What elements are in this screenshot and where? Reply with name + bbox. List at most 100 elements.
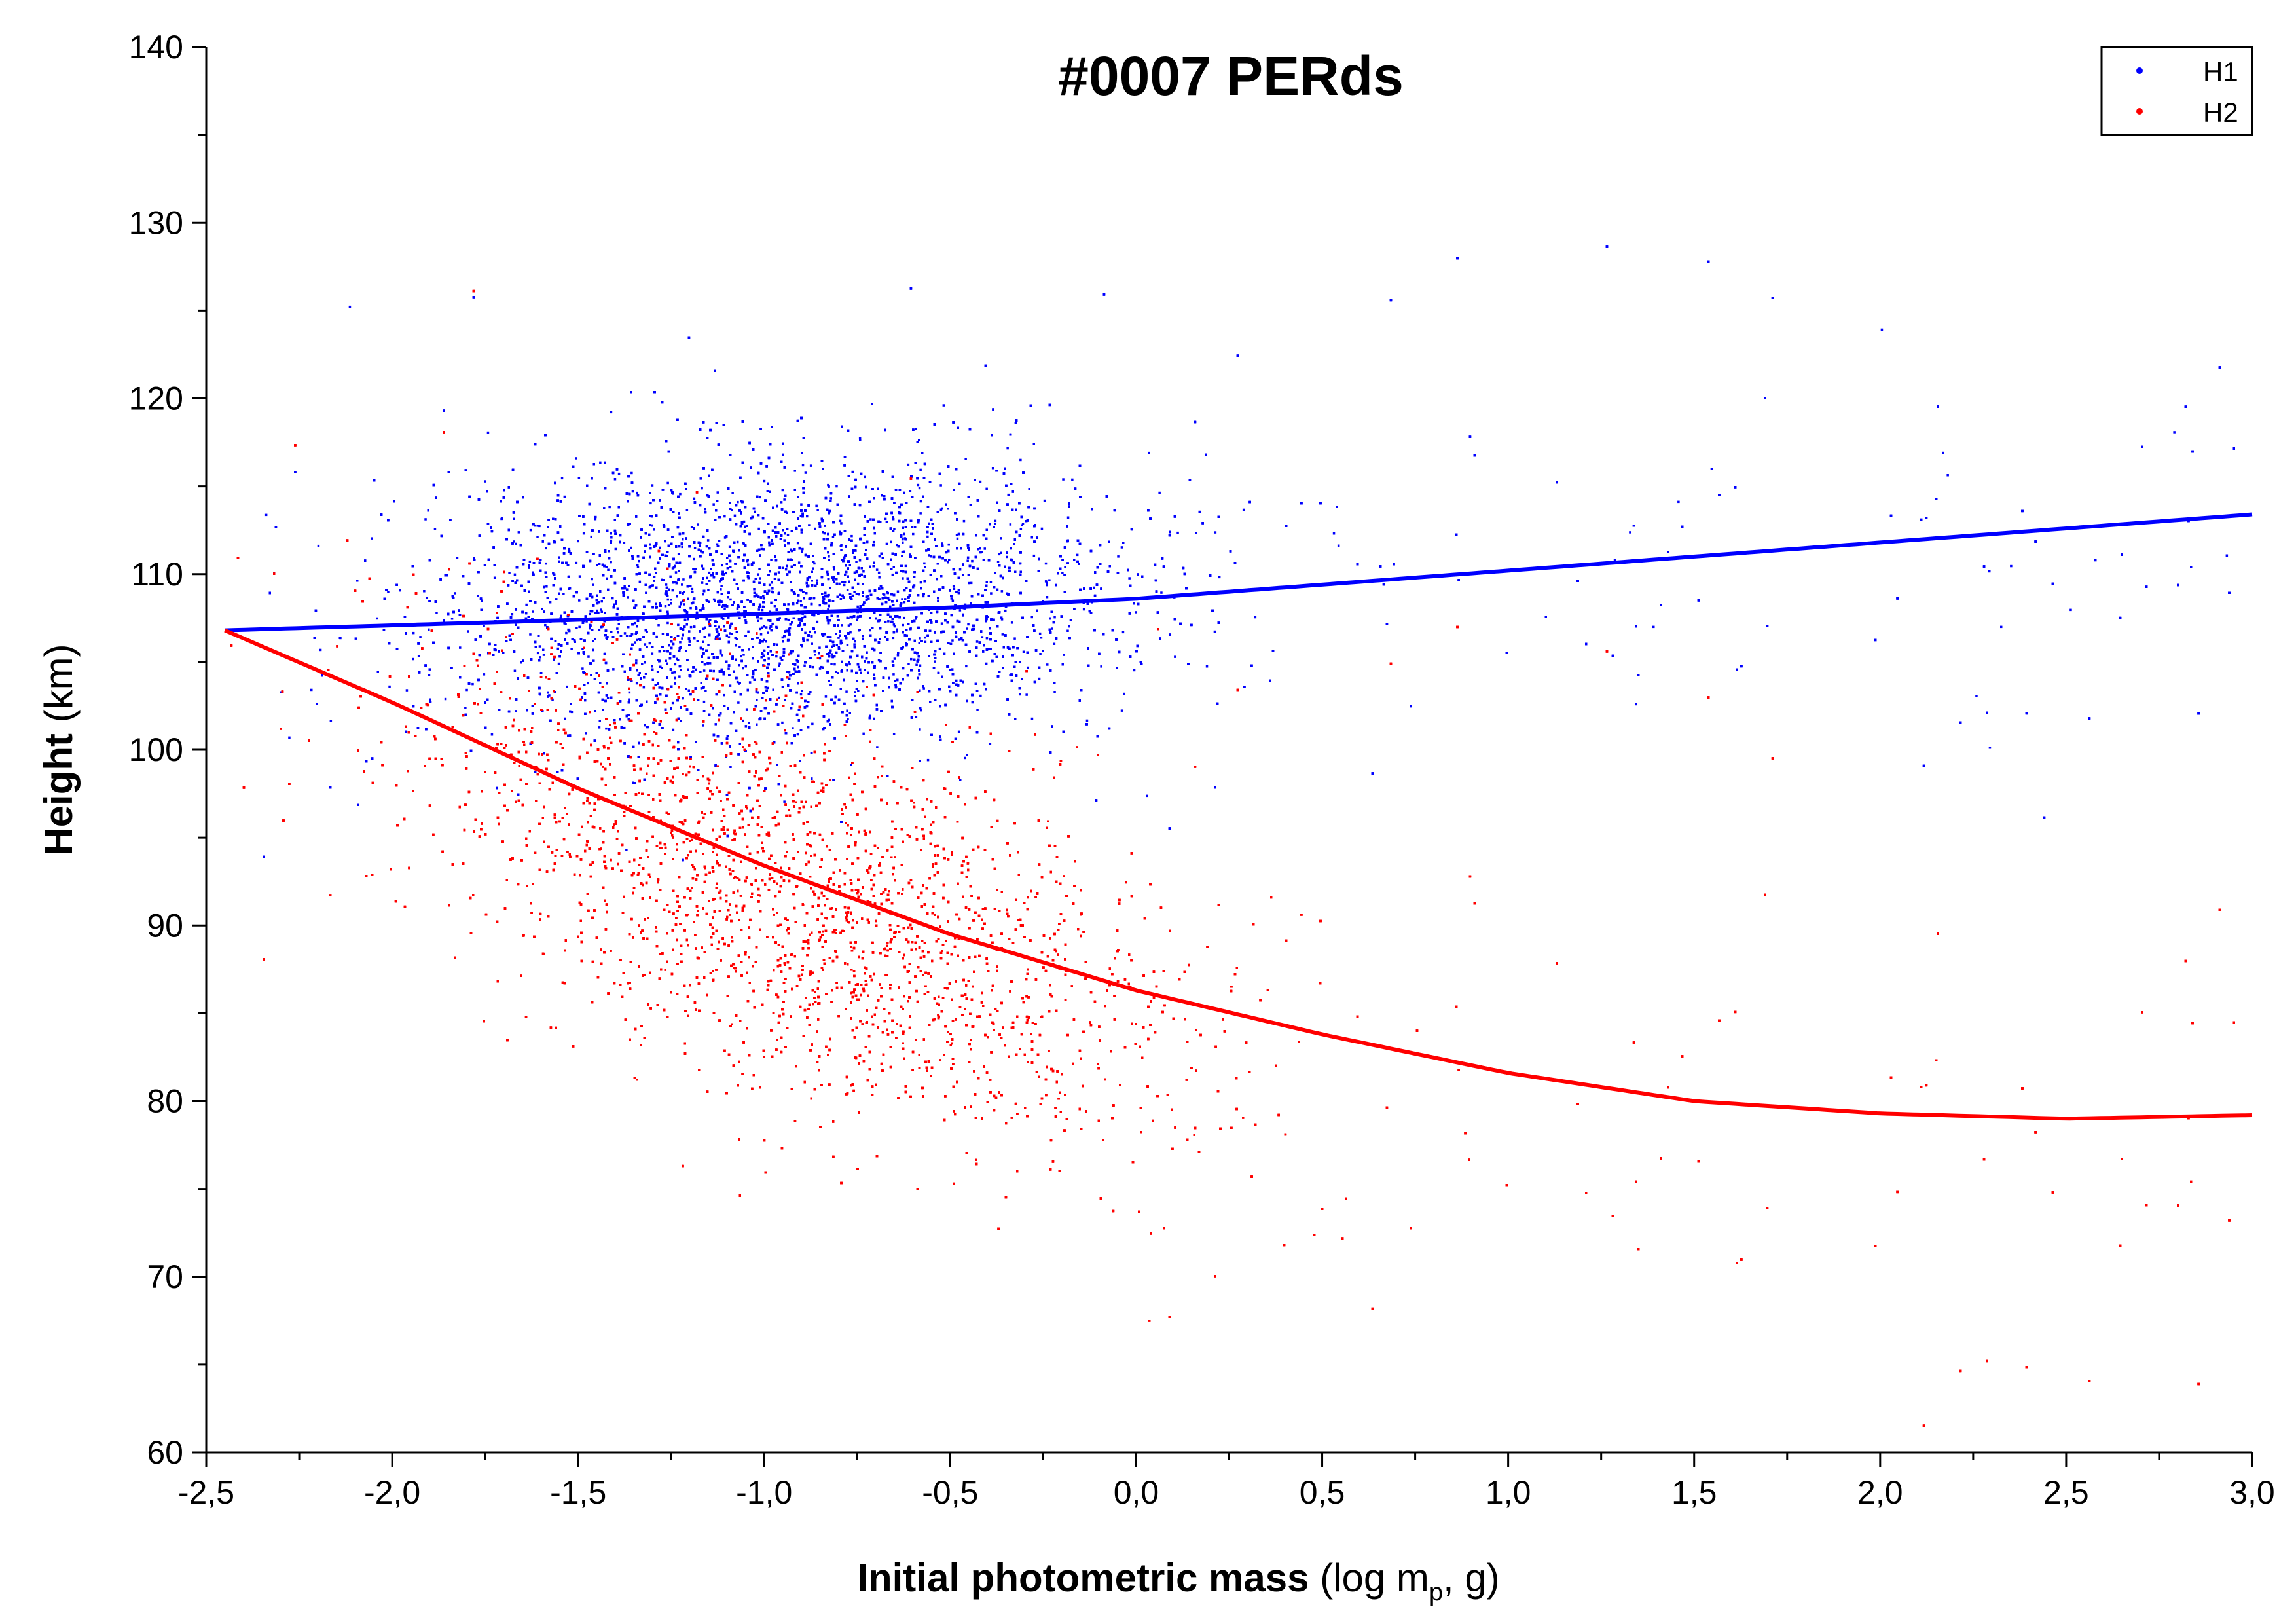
data-point [857, 690, 860, 692]
data-point [915, 716, 918, 718]
data-point [674, 637, 676, 639]
data-point [983, 547, 986, 550]
data-point [773, 605, 776, 608]
data-point [849, 615, 852, 618]
data-point [856, 582, 860, 585]
data-point [691, 671, 693, 673]
data-point [575, 561, 578, 564]
data-point [740, 655, 742, 658]
data-point [781, 721, 784, 724]
data-point [742, 667, 744, 670]
data-point [809, 630, 811, 633]
data-point [922, 595, 925, 598]
data-point [659, 546, 661, 549]
data-point [896, 654, 900, 657]
data-point [761, 608, 764, 612]
data-point [977, 593, 980, 596]
data-point [777, 783, 780, 786]
data-point [691, 587, 694, 591]
data-point [862, 732, 865, 735]
data-point [976, 709, 979, 711]
data-point [904, 598, 907, 600]
data-point [645, 591, 647, 594]
data-point [758, 496, 761, 499]
data-point [793, 470, 796, 472]
data-point [558, 560, 560, 563]
data-point [765, 707, 767, 710]
data-point [1039, 653, 1042, 655]
data-point [918, 487, 921, 490]
data-point [925, 549, 928, 552]
data-point [758, 603, 761, 606]
data-point [838, 582, 841, 585]
data-point [708, 662, 712, 665]
data-point [668, 644, 670, 647]
data-point [613, 478, 617, 481]
data-point [447, 471, 450, 473]
data-point [727, 596, 729, 599]
data-point [612, 668, 615, 671]
data-point [782, 640, 784, 643]
data-point [528, 560, 532, 563]
data-point [513, 573, 517, 576]
data-point [905, 502, 908, 504]
data-point [1629, 531, 1631, 534]
data-point [623, 585, 626, 587]
data-point [958, 568, 962, 571]
data-point [729, 766, 732, 768]
data-point [801, 690, 803, 693]
data-point [948, 685, 951, 688]
data-point [563, 622, 566, 625]
data-point [405, 730, 408, 733]
data-point [564, 717, 566, 720]
data-point [757, 527, 760, 530]
data-point [816, 509, 819, 511]
data-point [981, 636, 984, 638]
data-point [858, 437, 862, 440]
data-point [702, 669, 706, 672]
data-point [857, 665, 860, 669]
data-point [613, 519, 616, 521]
data-point [811, 665, 814, 669]
data-point [529, 633, 532, 636]
data-point [950, 597, 953, 600]
data-point [892, 637, 895, 640]
data-point [544, 571, 547, 574]
data-point [844, 573, 847, 576]
data-point [824, 695, 828, 698]
data-point [937, 597, 939, 599]
data-point [1006, 447, 1009, 450]
data-point [800, 528, 803, 531]
data-point [851, 594, 854, 597]
data-point [1019, 528, 1023, 530]
data-point [633, 621, 636, 625]
data-point [855, 593, 858, 595]
data-point [964, 603, 967, 606]
data-point [1043, 499, 1046, 502]
data-point [549, 601, 552, 604]
data-point [965, 665, 968, 668]
data-point [1009, 674, 1011, 676]
data-point [1066, 629, 1069, 632]
data-point [672, 511, 675, 513]
data-point [846, 589, 849, 591]
data-point [871, 403, 873, 405]
data-point [1000, 616, 1003, 619]
data-point [971, 701, 974, 704]
data-point [996, 561, 1000, 563]
data-point [1942, 451, 1944, 454]
data-point [915, 618, 917, 620]
data-point [712, 669, 715, 673]
data-point [1120, 709, 1123, 712]
data-point [1214, 531, 1217, 534]
data-point [638, 559, 640, 563]
data-point [679, 641, 682, 644]
data-point [753, 588, 756, 591]
data-point [847, 718, 849, 720]
data-point [869, 518, 872, 521]
data-point [681, 583, 683, 586]
data-point [958, 609, 962, 612]
data-point [543, 534, 546, 537]
data-point [699, 671, 702, 673]
data-point [1064, 566, 1066, 568]
